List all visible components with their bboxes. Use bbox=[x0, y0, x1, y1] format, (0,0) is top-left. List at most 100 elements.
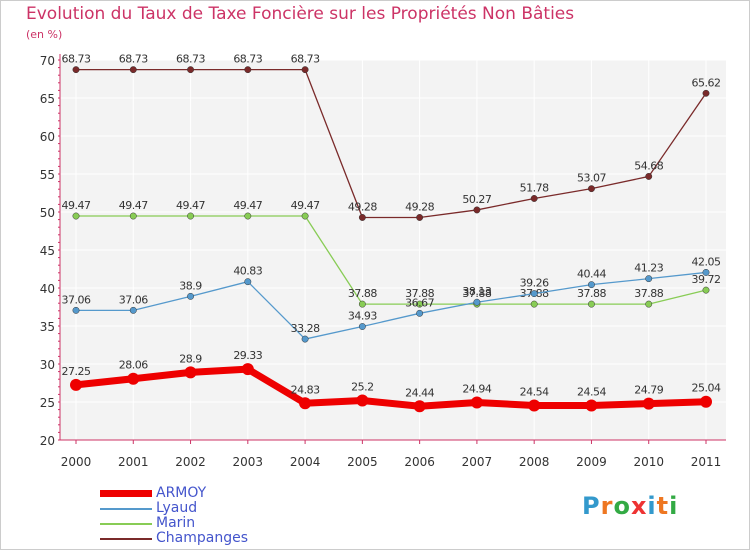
chart-title: Evolution du Taux de Taxe Foncière sur l… bbox=[26, 4, 575, 24]
data-label-marin: 37.88 bbox=[405, 287, 434, 300]
x-tick-label: 2010 bbox=[633, 455, 664, 469]
data-point-lyaud bbox=[244, 278, 252, 286]
data-point-armoy bbox=[700, 395, 712, 408]
data-point-lyaud bbox=[301, 335, 309, 343]
data-point-marin bbox=[530, 300, 538, 308]
legend-item-lyaud[interactable]: Lyaud bbox=[100, 501, 248, 516]
data-point-marin bbox=[301, 212, 309, 220]
data-point-marin bbox=[702, 286, 710, 294]
data-point-lyaud bbox=[473, 298, 481, 306]
data-label-armoy: 28.06 bbox=[119, 359, 148, 372]
data-label-lyaud: 37.06 bbox=[119, 293, 148, 306]
data-label-marin: 49.47 bbox=[62, 199, 91, 212]
data-point-lyaud bbox=[129, 306, 137, 314]
logo-letter: o bbox=[613, 492, 631, 520]
data-label-lyaud: 38.9 bbox=[179, 279, 202, 292]
x-tick-label: 2000 bbox=[61, 455, 92, 469]
data-point-armoy bbox=[413, 400, 426, 413]
data-label-lyaud: 38.13 bbox=[462, 285, 491, 298]
x-tick-label: 2008 bbox=[519, 455, 550, 469]
data-point-marin bbox=[416, 300, 424, 308]
legend-label-champanges: Champanges bbox=[156, 530, 248, 546]
legend-label-marin: Marin bbox=[156, 515, 196, 531]
data-point-armoy bbox=[356, 394, 369, 407]
data-label-lyaud: 39.26 bbox=[520, 277, 549, 290]
data-point-champanges bbox=[702, 89, 710, 97]
data-label-champanges: 68.73 bbox=[291, 53, 320, 66]
data-label-armoy: 27.25 bbox=[62, 365, 91, 378]
logo-letter: i bbox=[669, 492, 679, 520]
data-label-champanges: 51.78 bbox=[520, 181, 549, 194]
legend-swatch-champanges bbox=[100, 537, 152, 540]
x-tick-label: 2001 bbox=[118, 455, 149, 469]
data-label-armoy: 24.54 bbox=[520, 385, 549, 398]
data-point-champanges bbox=[588, 185, 595, 193]
series-line-lyaud bbox=[76, 271, 707, 340]
data-label-armoy: 25.04 bbox=[692, 382, 721, 395]
data-label-champanges: 53.07 bbox=[577, 172, 606, 185]
data-point-champanges bbox=[530, 195, 538, 202]
logo-letter: P bbox=[582, 492, 601, 520]
data-label-armoy: 24.83 bbox=[291, 383, 320, 396]
y-tick-label: 65 bbox=[40, 92, 55, 106]
data-point-armoy bbox=[241, 363, 254, 376]
y-tick-label: 50 bbox=[40, 206, 55, 220]
data-label-champanges: 68.73 bbox=[176, 53, 205, 66]
data-label-champanges: 50.27 bbox=[462, 193, 491, 206]
logo-letter: i bbox=[647, 492, 657, 520]
data-point-champanges bbox=[358, 214, 366, 221]
data-label-armoy: 24.79 bbox=[634, 384, 663, 397]
logo-letter: x bbox=[630, 492, 648, 520]
data-point-champanges bbox=[244, 66, 252, 74]
data-point-lyaud bbox=[702, 268, 710, 276]
data-point-marin bbox=[129, 212, 137, 220]
data-label-armoy: 28.9 bbox=[179, 352, 202, 365]
y-tick-label: 40 bbox=[40, 282, 55, 296]
data-label-armoy: 24.94 bbox=[462, 382, 491, 395]
data-label-lyaud: 33.28 bbox=[291, 322, 320, 335]
x-tick-label: 2007 bbox=[462, 455, 493, 469]
data-label-champanges: 65.62 bbox=[692, 76, 721, 89]
data-point-marin bbox=[187, 212, 194, 220]
data-point-lyaud bbox=[416, 309, 424, 317]
data-label-armoy: 24.44 bbox=[405, 386, 434, 399]
data-label-marin: 37.88 bbox=[462, 287, 491, 300]
legend-item-champanges[interactable]: Champanges bbox=[100, 531, 248, 546]
data-label-lyaud: 40.44 bbox=[577, 268, 606, 281]
x-tick-label: 2005 bbox=[347, 455, 378, 469]
data-point-armoy bbox=[127, 372, 140, 385]
series-line-marin bbox=[76, 215, 707, 305]
data-label-champanges: 68.73 bbox=[62, 53, 91, 66]
x-tick-label: 2011 bbox=[691, 455, 722, 469]
x-tick-label: 2003 bbox=[233, 455, 264, 469]
logo-letter: t bbox=[656, 492, 670, 520]
data-point-champanges bbox=[645, 172, 653, 180]
data-point-lyaud bbox=[588, 281, 595, 289]
data-point-champanges bbox=[301, 66, 309, 74]
data-label-champanges: 68.73 bbox=[119, 53, 148, 66]
data-label-champanges: 49.28 bbox=[348, 200, 377, 213]
data-point-armoy bbox=[299, 397, 312, 410]
legend-item-marin[interactable]: Marin bbox=[100, 516, 248, 531]
data-point-marin bbox=[588, 300, 595, 308]
data-label-lyaud: 37.06 bbox=[62, 293, 91, 306]
y-tick-label: 55 bbox=[40, 168, 55, 182]
legend-item-armoy[interactable]: ARMOY bbox=[100, 486, 248, 501]
data-label-marin: 37.88 bbox=[348, 287, 377, 300]
y-axis-unit: (en %) bbox=[26, 28, 63, 41]
series-line-champanges bbox=[76, 69, 707, 219]
y-tick-label: 35 bbox=[40, 320, 55, 334]
data-point-lyaud bbox=[645, 275, 653, 283]
data-label-marin: 37.88 bbox=[634, 287, 663, 300]
data-point-champanges bbox=[473, 206, 481, 214]
data-point-armoy bbox=[470, 396, 483, 409]
data-point-marin bbox=[358, 300, 366, 308]
data-point-lyaud bbox=[72, 306, 80, 314]
data-point-lyaud bbox=[530, 290, 538, 298]
legend-swatch-armoy bbox=[100, 490, 152, 497]
legend-swatch-lyaud bbox=[100, 507, 152, 510]
x-tick-label: 2004 bbox=[290, 455, 321, 469]
logo-letter: r bbox=[600, 492, 614, 520]
data-point-champanges bbox=[72, 66, 80, 74]
data-label-lyaud: 40.83 bbox=[233, 265, 262, 278]
